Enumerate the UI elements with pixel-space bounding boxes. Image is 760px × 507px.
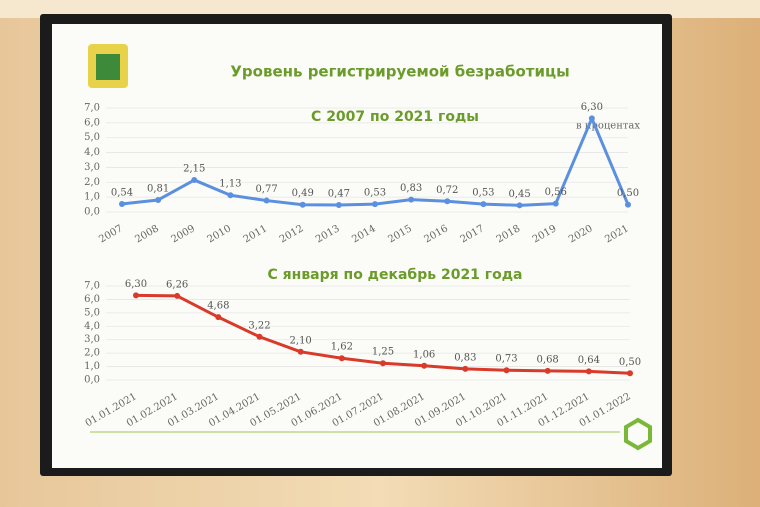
data-point	[462, 365, 469, 372]
value-label: 2,10	[290, 335, 312, 346]
value-label: 0,72	[436, 185, 458, 196]
value-label: 1,06	[413, 349, 435, 360]
y-tick-label: 1,0	[84, 361, 100, 372]
y-tick-label: 2,0	[84, 348, 100, 359]
data-point	[516, 202, 523, 209]
data-point	[174, 292, 181, 299]
data-point	[191, 177, 198, 184]
value-label: 0,83	[400, 183, 422, 194]
y-tick-label: 6,0	[84, 117, 100, 128]
data-point	[256, 333, 263, 340]
value-label: 0,49	[292, 188, 314, 199]
value-label: 0,68	[537, 354, 559, 365]
y-tick-label: 2,0	[84, 177, 100, 188]
value-label: 0,54	[111, 187, 133, 198]
value-label: 0,50	[617, 188, 639, 199]
screen	[52, 24, 662, 468]
data-point	[227, 192, 234, 199]
y-tick-label: 1,0	[84, 192, 100, 203]
y-tick-label: 5,0	[84, 307, 100, 318]
value-label: 0,81	[147, 183, 169, 194]
data-point	[299, 201, 306, 208]
value-label: 0,64	[578, 355, 600, 366]
y-tick-label: 7,0	[84, 103, 100, 114]
value-label: 0,73	[495, 354, 517, 365]
value-label: 6,26	[166, 279, 188, 290]
value-label: 1,13	[219, 179, 241, 190]
y-tick-label: 3,0	[84, 162, 100, 173]
data-point	[338, 355, 345, 362]
data-point	[380, 360, 386, 367]
data-point	[263, 197, 270, 204]
value-label: 0,50	[619, 357, 641, 368]
value-label: 1,25	[372, 347, 394, 358]
y-tick-label: 7,0	[84, 281, 100, 292]
y-axis-unit: в процентах	[576, 121, 640, 132]
value-label: 0,47	[328, 189, 350, 200]
value-label: 0,56	[545, 187, 567, 198]
value-label: 0,53	[472, 188, 494, 199]
chart-subtitle: С 2007 по 2021 годы	[311, 109, 479, 125]
value-label: 3,22	[248, 320, 270, 331]
value-label: 4,68	[207, 301, 229, 312]
y-tick-label: 3,0	[84, 334, 100, 345]
data-point	[625, 201, 631, 208]
value-label: 0,83	[454, 352, 476, 363]
ceiling	[0, 0, 760, 18]
data-point	[372, 201, 378, 208]
value-label: 0,77	[255, 184, 277, 195]
data-point	[627, 370, 633, 377]
y-tick-label: 5,0	[84, 132, 100, 143]
value-label: 6,30	[581, 102, 603, 113]
value-label: 6,30	[125, 279, 147, 290]
data-point	[444, 198, 451, 205]
y-tick-label: 4,0	[84, 147, 100, 158]
y-tick-label: 0,0	[84, 207, 100, 218]
value-label: 2,15	[183, 164, 205, 175]
y-tick-label: 6,0	[84, 294, 100, 305]
data-point	[119, 200, 125, 207]
data-point	[588, 115, 595, 122]
emblem-inner	[96, 54, 120, 80]
y-tick-label: 0,0	[84, 375, 100, 386]
value-label: 1,62	[331, 342, 353, 353]
data-point	[335, 202, 342, 209]
data-point	[408, 196, 415, 203]
data-point	[155, 196, 162, 203]
chart-title: Уровень регистрируемой безработицы	[230, 63, 569, 81]
data-point	[133, 292, 139, 299]
data-point	[421, 362, 428, 369]
value-label: 0,45	[508, 189, 530, 200]
data-point	[297, 348, 304, 355]
value-label: 0,53	[364, 188, 386, 199]
data-point	[552, 200, 559, 207]
data-point	[480, 201, 487, 208]
chart-subtitle: С января по декабрь 2021 года	[268, 267, 523, 283]
data-point	[215, 314, 222, 321]
y-tick-label: 4,0	[84, 321, 100, 332]
data-point	[544, 367, 551, 374]
logo	[624, 417, 652, 451]
data-point	[503, 367, 510, 374]
data-point	[585, 368, 592, 375]
